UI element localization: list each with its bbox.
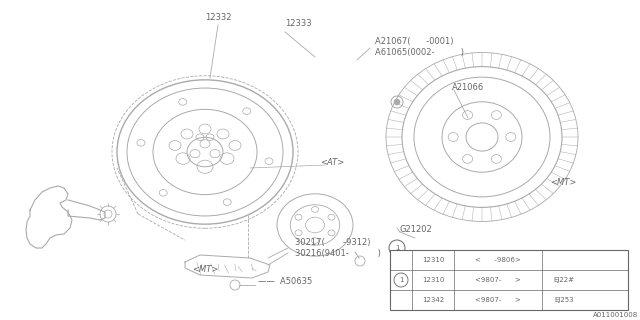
Text: A61065(0002-          ): A61065(0002- ) — [375, 48, 464, 57]
Text: 30217(       -9312): 30217( -9312) — [295, 238, 371, 247]
Text: 12332: 12332 — [205, 13, 231, 22]
Text: 12333: 12333 — [285, 19, 312, 28]
Text: 1: 1 — [395, 245, 399, 251]
Text: 12310: 12310 — [422, 257, 444, 263]
Text: 12342: 12342 — [422, 297, 444, 303]
Text: G21202: G21202 — [400, 225, 433, 234]
Text: <MT>: <MT> — [192, 265, 218, 274]
Text: 30216(9401-           ): 30216(9401- ) — [295, 249, 381, 258]
Text: <9807-      >: <9807- > — [475, 277, 521, 283]
Text: 12310: 12310 — [422, 277, 444, 283]
Text: <MT>: <MT> — [550, 178, 577, 187]
Text: <9807-      >: <9807- > — [475, 297, 521, 303]
Text: EJ22#: EJ22# — [554, 277, 575, 283]
Bar — [390, 250, 628, 310]
Text: 1: 1 — [399, 277, 403, 283]
Text: <AT>: <AT> — [320, 158, 344, 167]
Text: ——  A50635: —— A50635 — [258, 277, 312, 286]
Circle shape — [394, 99, 400, 105]
Text: A21067(      -0001): A21067( -0001) — [375, 37, 454, 46]
Text: A21066: A21066 — [452, 83, 484, 92]
Text: EJ253: EJ253 — [554, 297, 574, 303]
Text: A011001008: A011001008 — [593, 312, 638, 318]
Text: <      -9806>: < -9806> — [475, 257, 521, 263]
